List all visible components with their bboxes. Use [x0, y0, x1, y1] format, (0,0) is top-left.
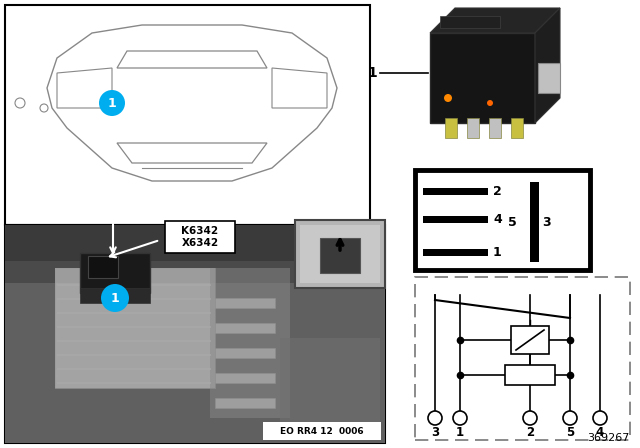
Bar	[295, 220, 385, 288]
Bar	[5, 225, 385, 263]
Bar	[440, 16, 500, 28]
Bar	[423, 188, 488, 195]
Text: 1: 1	[108, 96, 116, 109]
Bar	[5, 5, 370, 225]
Bar	[263, 422, 381, 440]
Bar	[423, 249, 488, 256]
Text: 1: 1	[111, 292, 120, 305]
Bar	[55, 268, 215, 388]
Text: 4: 4	[493, 213, 502, 226]
Polygon shape	[430, 8, 560, 33]
Bar	[215, 373, 275, 383]
Bar	[88, 256, 118, 278]
Text: X6342: X6342	[181, 238, 219, 248]
Circle shape	[99, 90, 125, 116]
Bar	[80, 288, 150, 303]
Bar	[5, 225, 385, 443]
Bar	[300, 225, 380, 283]
Bar	[489, 118, 501, 138]
Bar	[215, 348, 275, 358]
Polygon shape	[272, 68, 327, 108]
Polygon shape	[535, 8, 560, 123]
Bar	[55, 268, 215, 388]
Polygon shape	[117, 51, 267, 68]
Bar	[511, 118, 523, 138]
Text: K6342: K6342	[181, 226, 219, 236]
Bar	[215, 323, 275, 333]
Bar	[320, 238, 360, 273]
Text: 3: 3	[542, 215, 550, 228]
Bar	[511, 326, 549, 354]
Circle shape	[444, 94, 452, 102]
Circle shape	[15, 98, 25, 108]
Bar	[467, 118, 479, 138]
Text: 3: 3	[431, 426, 439, 439]
Text: EO RR4 12  0006: EO RR4 12 0006	[280, 426, 364, 435]
Bar	[445, 118, 457, 138]
Circle shape	[101, 284, 129, 312]
Bar	[210, 268, 290, 418]
Text: 1: 1	[493, 246, 502, 259]
Bar	[415, 170, 590, 270]
Text: 2: 2	[526, 426, 534, 439]
Text: 2: 2	[493, 185, 502, 198]
Bar	[430, 33, 535, 123]
Bar	[165, 221, 235, 253]
Circle shape	[523, 411, 537, 425]
Bar	[423, 216, 488, 223]
Bar	[530, 182, 539, 262]
Bar	[215, 398, 275, 408]
Text: 5: 5	[566, 426, 574, 439]
Text: 5: 5	[508, 215, 516, 228]
Text: 369267: 369267	[588, 433, 630, 443]
Bar	[5, 261, 385, 283]
Bar	[280, 338, 380, 438]
Bar	[80, 253, 150, 293]
Polygon shape	[57, 68, 112, 108]
Polygon shape	[117, 143, 267, 163]
Circle shape	[563, 411, 577, 425]
Circle shape	[40, 104, 48, 112]
Bar	[215, 298, 275, 308]
Polygon shape	[47, 25, 337, 181]
Bar	[505, 365, 555, 385]
Circle shape	[593, 411, 607, 425]
Circle shape	[487, 100, 493, 106]
Circle shape	[453, 411, 467, 425]
Bar	[5, 225, 385, 443]
Bar	[415, 277, 630, 440]
Bar	[538, 63, 560, 93]
Text: 1: 1	[456, 426, 464, 439]
Text: 4: 4	[596, 426, 604, 439]
Circle shape	[428, 411, 442, 425]
Text: 1: 1	[367, 66, 377, 80]
